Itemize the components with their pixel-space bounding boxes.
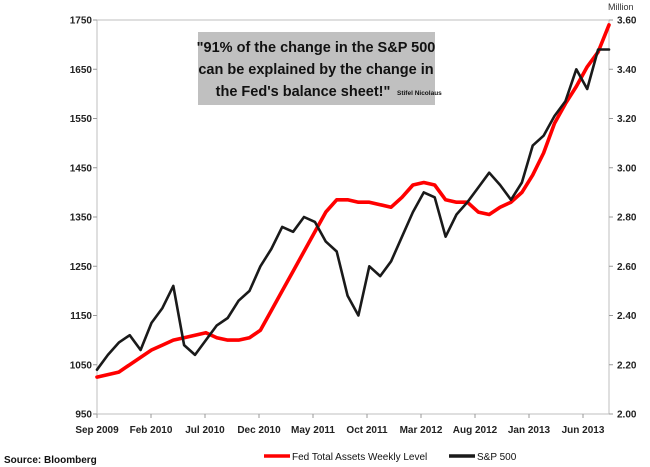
right-axis-tick-label: 3.60 <box>617 16 637 27</box>
x-axis-tick-label: May 2011 <box>291 425 335 436</box>
left-axis-tick-label: 1550 <box>70 114 93 125</box>
right-axis-tick-label: 2.40 <box>617 311 637 322</box>
annotation-attribution: Stifel Nicolaus <box>397 90 442 97</box>
right-axis-tick-label: 3.40 <box>617 65 637 76</box>
right-axis-unit-label: Million <box>608 2 634 12</box>
left-axis-tick-label: 1450 <box>70 163 93 174</box>
source-note: Source: Bloomberg <box>4 455 97 466</box>
right-axis-tick-label: 3.20 <box>617 114 637 125</box>
legend-label-sp500: S&P 500 <box>477 452 517 463</box>
x-axis-tick-label: Oct 2011 <box>346 425 388 436</box>
axes-layer: 950 1050 1150 1250 1350 1450 1550 1650 1750 2.00 2… <box>70 16 637 437</box>
left-axis-tick-label: 1250 <box>70 262 93 273</box>
left-axis-tick-label: 1150 <box>70 311 92 322</box>
legend-label-fed: Fed Total Assets Weekly Level <box>292 452 427 463</box>
left-axis-tick-label: 1650 <box>70 65 93 76</box>
legend: Fed Total Assets Weekly Level S&P 500 <box>264 452 517 463</box>
annotation-background <box>198 32 435 105</box>
annotation-line-3: the Fed's balance sheet!" <box>216 84 391 100</box>
right-axis-tick-label: 2.20 <box>617 360 637 371</box>
sp500-series-line <box>95 48 611 372</box>
x-axis-tick-label: Mar 2012 <box>400 425 443 436</box>
right-axis-tick-label: 2.80 <box>617 213 637 224</box>
x-axis-tick-label: Aug 2012 <box>453 425 498 436</box>
left-axis-tick-label: 1350 <box>70 213 93 224</box>
annotation-line-1: "91% of the change in the S&P 500 <box>197 40 436 56</box>
left-axis-tick-label: 950 <box>75 410 92 421</box>
right-axis-tick-label: 2.60 <box>617 262 637 273</box>
x-axis-tick-label: Sep 2009 <box>75 425 119 436</box>
right-axis-tick-label: 2.00 <box>617 410 637 421</box>
annotation-box: "91% of the change in the S&P 500 can be… <box>197 32 442 105</box>
right-axis-tick-label: 3.00 <box>617 163 637 174</box>
left-axis-tick-label: 1050 <box>70 360 93 371</box>
left-axis-tick-label: 1750 <box>70 16 93 27</box>
x-axis-tick-label: Jul 2010 <box>185 425 225 436</box>
x-axis-tick-label: Jan 2013 <box>508 425 551 436</box>
series-layer <box>95 23 611 379</box>
x-axis-tick-label: Dec 2010 <box>237 425 281 436</box>
x-axis-tick-label: Jun 2013 <box>562 425 605 436</box>
x-axis-tick-label: Feb 2010 <box>130 425 173 436</box>
annotation-line-2: can be explained by the change in <box>198 62 433 78</box>
